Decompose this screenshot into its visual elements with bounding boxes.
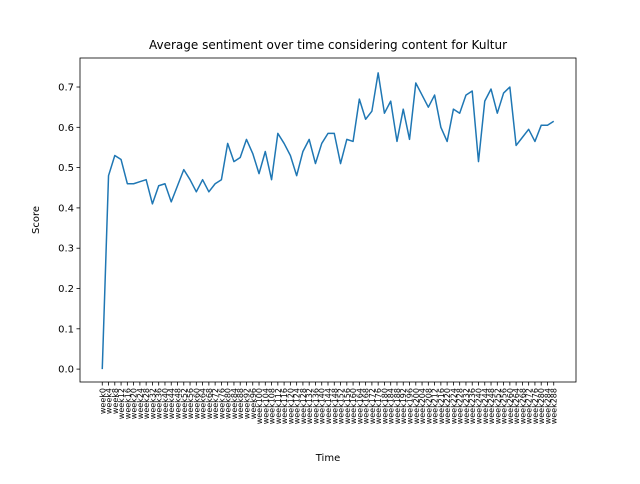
x-tick-label: week228 <box>456 388 465 424</box>
x-tick-label: week164 <box>355 388 364 424</box>
x-tick-label: week152 <box>337 388 346 424</box>
x-tick-label: week128 <box>299 388 308 424</box>
data-line <box>101 72 555 370</box>
x-tick-label: week252 <box>493 388 502 424</box>
x-tick-label: week80 <box>224 388 233 419</box>
x-tick-label: week268 <box>518 388 527 424</box>
x-tick-label: week12 <box>117 388 126 419</box>
x-tick-label: week0 <box>98 388 107 414</box>
y-tick-label: 0.0 <box>58 365 74 376</box>
y-tick-label: 0.5 <box>58 163 74 174</box>
x-tick-label: week104 <box>261 388 270 424</box>
x-tick-label: week72 <box>211 388 220 419</box>
x-tick-label: week92 <box>242 388 251 419</box>
y-axis-label: Score <box>31 206 42 234</box>
x-tick-label: week64 <box>199 388 208 419</box>
y-tick-label: 0.7 <box>58 83 74 94</box>
x-tick-label: week260 <box>506 388 515 424</box>
x-tick-label: week284 <box>543 388 552 424</box>
y-tick-label: 0.4 <box>58 203 74 214</box>
x-tick-label: week40 <box>161 388 170 419</box>
x-tick-label: week168 <box>362 388 371 424</box>
x-tick-label: week120 <box>286 388 295 424</box>
x-tick-label: week28 <box>142 388 151 419</box>
x-tick-label: week244 <box>481 388 490 424</box>
x-tick-label: week76 <box>217 388 226 419</box>
x-tick-label: week48 <box>174 388 183 419</box>
x-tick-label: week100 <box>255 388 264 424</box>
x-tick-label: week256 <box>500 388 509 424</box>
x-tick-label: week204 <box>418 388 427 424</box>
x-tick-label: week96 <box>249 388 258 419</box>
y-tick-label: 0.3 <box>58 244 74 255</box>
x-tick-label: week112 <box>274 388 283 424</box>
x-tick-label: week180 <box>380 388 389 424</box>
x-tick-label: week32 <box>148 388 157 419</box>
x-tick-label: week172 <box>368 388 377 424</box>
x-tick-label: week8 <box>111 388 120 414</box>
x-tick-label: week212 <box>431 388 440 424</box>
y-tick-label: 0.1 <box>58 324 74 335</box>
x-tick-label: week240 <box>474 388 483 424</box>
x-tick-label: week200 <box>412 388 421 424</box>
x-tick-label: week236 <box>468 388 477 424</box>
x-tick-label: week156 <box>343 388 352 424</box>
x-tick-label: week188 <box>393 388 402 424</box>
x-tick-label: week52 <box>180 388 189 419</box>
x-tick-label: week192 <box>399 388 408 424</box>
x-tick-label: week248 <box>487 388 496 424</box>
x-tick-label: week108 <box>268 388 277 424</box>
x-tick-label: week272 <box>525 388 534 424</box>
x-tick-label: week224 <box>449 388 458 424</box>
y-tick-label: 0.6 <box>58 123 74 134</box>
x-tick-label: week216 <box>437 388 446 424</box>
x-tick-label: week288 <box>550 388 559 424</box>
x-tick-label: week4 <box>105 388 114 414</box>
x-tick-label: week144 <box>324 388 333 424</box>
x-tick-label: week148 <box>330 388 339 424</box>
x-tick-label: week140 <box>318 388 327 424</box>
x-tick-label: week24 <box>136 388 145 419</box>
x-tick-label: week36 <box>155 388 164 419</box>
x-tick-label: week196 <box>406 388 415 424</box>
x-tick-label: week88 <box>236 388 245 419</box>
x-tick-label: week68 <box>205 388 214 419</box>
x-tick-label: week132 <box>305 388 314 424</box>
x-tick-label: week60 <box>192 388 201 419</box>
x-tick-label: week16 <box>123 388 132 419</box>
x-tick-label: week160 <box>349 388 358 424</box>
x-tick-label: week136 <box>311 388 320 424</box>
x-tick-label: week220 <box>443 388 452 424</box>
plot-frame <box>79 57 577 383</box>
x-tick-label: week264 <box>512 388 521 424</box>
x-tick-label: week116 <box>280 388 289 424</box>
x-axis-label: Time <box>315 453 340 464</box>
x-tick-label: week20 <box>130 388 139 419</box>
x-tick-label: week44 <box>167 388 176 419</box>
x-tick-label: week124 <box>293 388 302 424</box>
x-tick-label: week208 <box>424 388 433 424</box>
x-tick-label: week84 <box>230 388 239 419</box>
y-tick-label: 0.2 <box>58 284 74 295</box>
x-tick-label: week280 <box>537 388 546 424</box>
x-tick-label: week232 <box>462 388 471 424</box>
x-tick-label: week276 <box>531 388 540 424</box>
x-tick-label: week184 <box>387 388 396 424</box>
x-tick-label: week56 <box>186 388 195 419</box>
chart-title: Average sentiment over time considering … <box>149 38 507 52</box>
x-tick-label: week176 <box>374 388 383 424</box>
